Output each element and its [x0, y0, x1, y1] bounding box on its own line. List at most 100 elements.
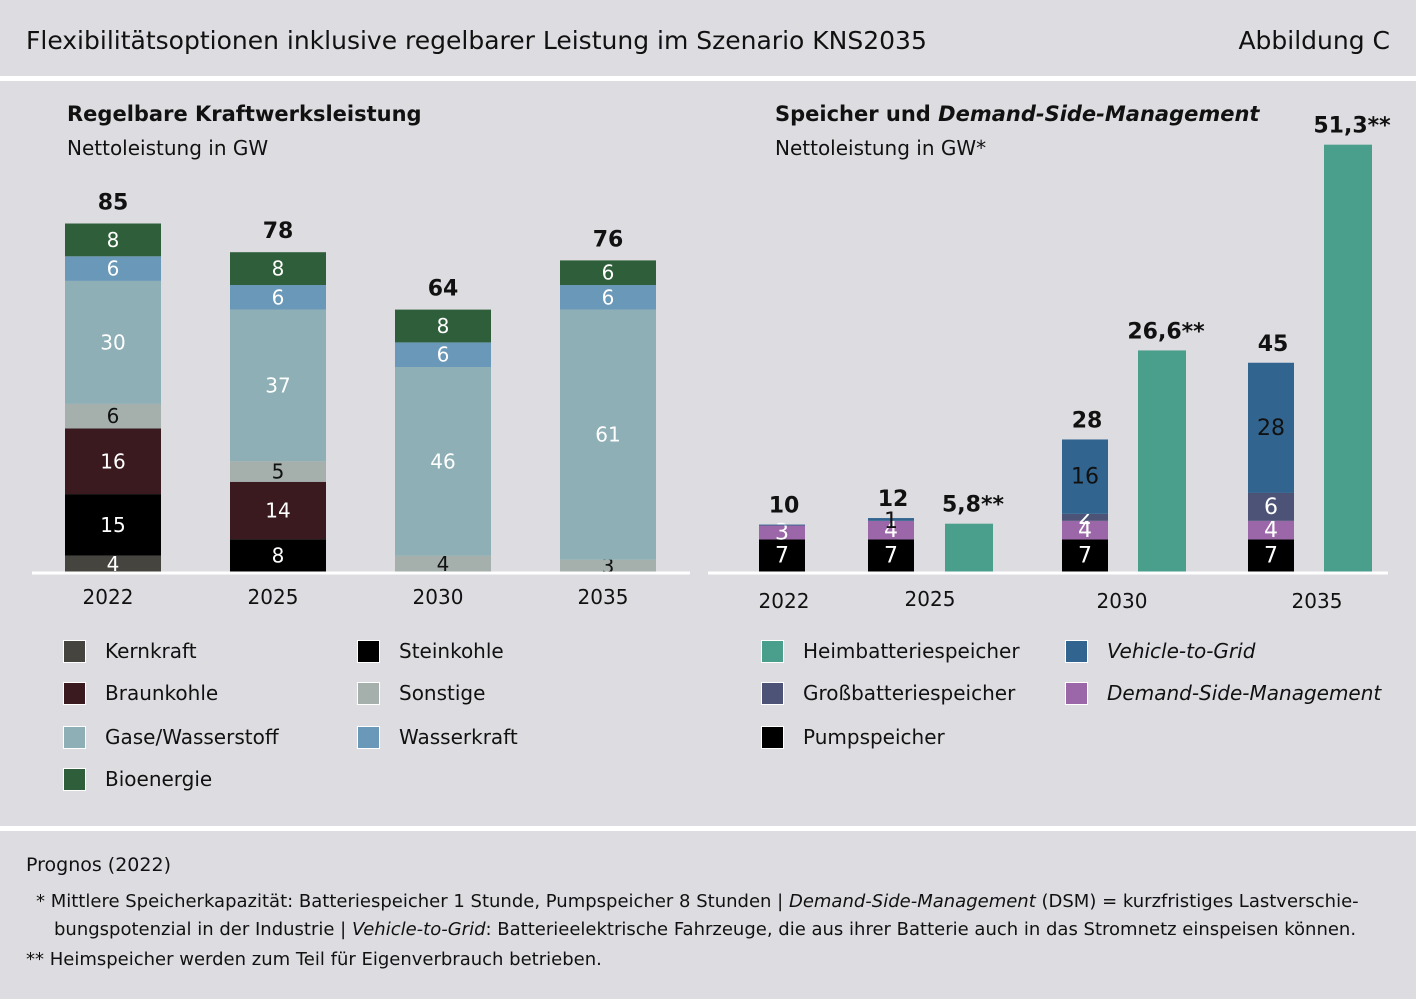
bar-total-label: 85: [98, 191, 129, 216]
legend-label: Kernkraft: [105, 639, 197, 663]
bar-segment-bioenergie: [230, 252, 326, 285]
bar-segment-label: 6: [602, 285, 615, 309]
bar-charts: 4151663068852022814537687820254466864203…: [32, 114, 1391, 613]
bar-segment-grossbatterie: [1062, 513, 1108, 521]
legend-label: Braunkohle: [105, 681, 219, 705]
x-tick-label: 2025: [248, 585, 299, 609]
bar-segment-steinkohle: [230, 539, 326, 572]
x-tick-label: 2025: [905, 587, 956, 611]
legend-swatch: [761, 682, 784, 705]
footnote-2: ** Heimspeicher werden zum Teil für Eige…: [26, 949, 602, 970]
bar-segment-label: 14: [265, 499, 290, 523]
bar-segment-label: 6: [437, 343, 450, 367]
bar-segment-pumpspeicher: [759, 539, 805, 572]
bar-segment-label: 6: [602, 261, 615, 285]
legend-label: Vehicle-to-Grid: [1107, 639, 1256, 663]
bar-segment-v2g: [868, 518, 914, 521]
footer: Prognos (2022) * Mittlere Speicherkapazi…: [0, 832, 1416, 999]
bar-segment-kernkraft: [65, 555, 161, 572]
bar-segment-steinkohle: [65, 494, 161, 556]
legend-label: Wasserkraft: [399, 725, 518, 749]
bar-segment-bioenergie: [395, 309, 491, 343]
footnote-1: * Mittlere Speicherkapazität: Batteriesp…: [36, 889, 1359, 915]
bar-segment-label: 37: [265, 373, 290, 397]
footnote-1-cont: bungspotenzial in der Industrie | Vehicl…: [54, 917, 1356, 943]
bar-total-label: 10: [769, 494, 800, 519]
footnote-1-part: (DSM) = kurzfristiges Lastverschie-: [1035, 891, 1359, 912]
bar-segment-label: 6: [1264, 495, 1278, 520]
bar-segment-bioenergie: [65, 223, 161, 257]
right-panel-subtitle: Nettoleistung in GW*: [775, 136, 987, 160]
legend-swatch: [63, 682, 86, 705]
right-panel-title-italic: Demand-Side-Management: [938, 102, 1260, 126]
x-tick-label: 2022: [759, 589, 810, 613]
legend-label: Großbatteriespeicher: [803, 681, 1016, 705]
top-divider: [0, 76, 1416, 81]
bar-segment-label: 61: [595, 423, 620, 447]
legend-label: Sonstige: [399, 681, 486, 705]
legend-swatch: [1065, 682, 1088, 705]
bar-segment-wasserkraft: [560, 285, 656, 310]
bar-segment-sonstige: [395, 555, 491, 572]
bar-segment-dsm: [1248, 520, 1294, 540]
bar-segment-wasserkraft: [65, 256, 161, 281]
bar-segment-wasserkraft: [395, 342, 491, 367]
footnote-1-part: : Batterieelektrische Fahrzeuge, die aus…: [485, 919, 1357, 940]
bar-segment-label: 4: [107, 552, 120, 576]
bar-segment-label: 1: [884, 509, 898, 534]
bar-total-label: 78: [263, 219, 294, 244]
bar-segment-braunkohle: [230, 481, 326, 540]
bar-heimbatterie: [1324, 144, 1372, 572]
bar-segment-label: 6: [272, 285, 285, 309]
bar-segment-label: 7: [1078, 544, 1092, 569]
legend-label: Gase/Wasserstoff: [105, 725, 279, 749]
legend-swatch: [761, 640, 784, 663]
bar-segment-label: 8: [437, 314, 450, 338]
bar-segment-dsm: [759, 525, 805, 540]
bar-segment-wasserkraft: [230, 285, 326, 310]
bar-segment-label: 46: [430, 449, 455, 473]
bar-segment-sonstige: [230, 461, 326, 482]
bar-segment-v2g: [1248, 362, 1294, 493]
bar-segment-label: 15: [100, 513, 125, 537]
bar-segment-label: 6: [107, 257, 120, 281]
bar-segment-gase: [230, 309, 326, 462]
footnote-1-part: * Mittlere Speicherkapazität: Batteriesp…: [36, 891, 789, 912]
bar-segment-label: 16: [1071, 465, 1099, 490]
bar-segment-label: 7: [1264, 544, 1278, 569]
footnote-1-part: Vehicle-to-Grid: [351, 919, 486, 940]
bar-segment-sonstige: [560, 559, 656, 572]
bar-segment-label: 7: [884, 544, 898, 569]
bar-total-label: 5,8**: [942, 493, 1004, 518]
bar-segment-v2g: [1062, 439, 1108, 514]
footnote-1-part: bungspotenzial in der Industrie |: [54, 919, 352, 940]
bar-segment-dsm: [1062, 520, 1108, 540]
legend-label: Steinkohle: [399, 639, 504, 663]
figure-number: Abbildung C: [1238, 26, 1390, 55]
bar-segment-label: 7: [775, 544, 789, 569]
bar-total-label: 51,3**: [1313, 114, 1391, 139]
x-tick-label: 2035: [1292, 589, 1343, 613]
x-tick-label: 2030: [413, 585, 464, 609]
x-tick-label: 2030: [1097, 589, 1148, 613]
bar-segment-bioenergie: [560, 260, 656, 285]
legend-swatch: [761, 726, 784, 749]
bar-heimbatterie: [1138, 350, 1186, 572]
bar-total-label: 45: [1258, 332, 1289, 357]
legend-label: Heimbatteriespeicher: [803, 639, 1020, 663]
bar-segment-grossbatterie: [1248, 492, 1294, 521]
legend-label: Bioenergie: [105, 767, 213, 791]
legend-swatch: [357, 640, 380, 663]
bar-total-label: 12: [878, 487, 909, 512]
legend-swatch: [63, 726, 86, 749]
bar-segment-label: 4: [1078, 518, 1092, 543]
bar-total-label: 28: [1072, 408, 1103, 433]
figure-title: Flexibilitätsoptionen inklusive regelbar…: [26, 26, 927, 55]
bar-segment-gase: [395, 367, 491, 556]
right-panel-title-text: Speicher und: [775, 102, 939, 126]
bar-segment-label: 5: [272, 460, 285, 484]
bar-segment-label: 8: [272, 544, 285, 568]
bar-total-label: 76: [593, 227, 624, 252]
bar-heimbatterie: [945, 523, 993, 572]
bar-segment-label: 8: [272, 257, 285, 281]
